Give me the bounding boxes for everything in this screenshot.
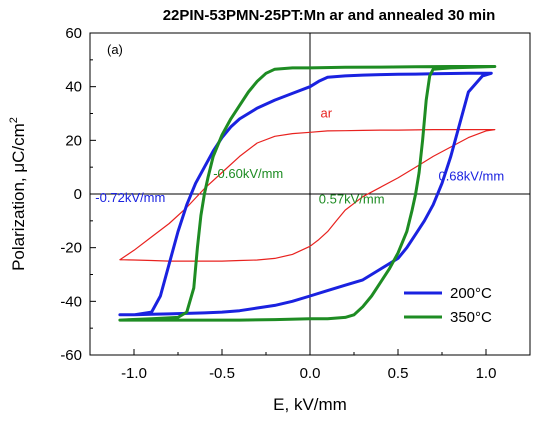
annotation-label: ar <box>321 106 333 121</box>
y-tick-label: -40 <box>60 293 82 310</box>
x-tick-label: 0.0 <box>300 365 321 382</box>
y-tick-label: 20 <box>65 132 82 149</box>
y-tick-label: -60 <box>60 347 82 364</box>
legend: 200°C 350°C <box>404 285 492 326</box>
legend-label: 350°C <box>450 309 492 326</box>
y-tick-label: 60 <box>65 25 82 42</box>
chart-title: 22PIN-53PMN-25PT:Mn ar and annealed 30 m… <box>163 7 496 24</box>
annotation-label: 0.57kV/mm <box>319 191 385 206</box>
panel-label: (a) <box>107 42 123 57</box>
x-tick-label: 0.5 <box>388 365 409 382</box>
x-tick-label: -0.5 <box>209 365 235 382</box>
annotation-label: -0.60kV/mm <box>213 166 283 181</box>
y-axis-title: Polarization, μC/cm2 <box>8 117 28 271</box>
axis-ticks <box>89 32 531 356</box>
legend-label: 200°C <box>450 285 492 302</box>
series-line-ar <box>119 129 496 262</box>
annotation-label: -0.72kV/mm <box>95 190 165 205</box>
y-axis-title-main: Polarization, μC/cm <box>9 123 28 271</box>
series-layer <box>118 65 497 322</box>
series-line-200c <box>118 71 493 317</box>
y-tick-label: 40 <box>65 79 82 96</box>
x-axis-title: E, kV/mm <box>273 395 347 414</box>
x-tick-label: 1.0 <box>476 365 497 382</box>
y-axis-title-superscript: 2 <box>8 117 20 123</box>
x-tick-label: -1.0 <box>121 365 147 382</box>
annotation-label: 0.68kV/mm <box>438 169 504 184</box>
y-tick-label: 0 <box>74 186 82 203</box>
annotations: ar -0.72kV/mm -0.60kV/mm 0.57kV/mm 0.68kV/mm <box>95 106 504 207</box>
series-line-350c <box>118 65 497 322</box>
axis-tick-labels: -1.0 -0.5 0.0 0.5 1.0 -60 -40 -20 0 20 40 60 <box>60 25 496 382</box>
y-tick-label: -20 <box>60 240 82 257</box>
